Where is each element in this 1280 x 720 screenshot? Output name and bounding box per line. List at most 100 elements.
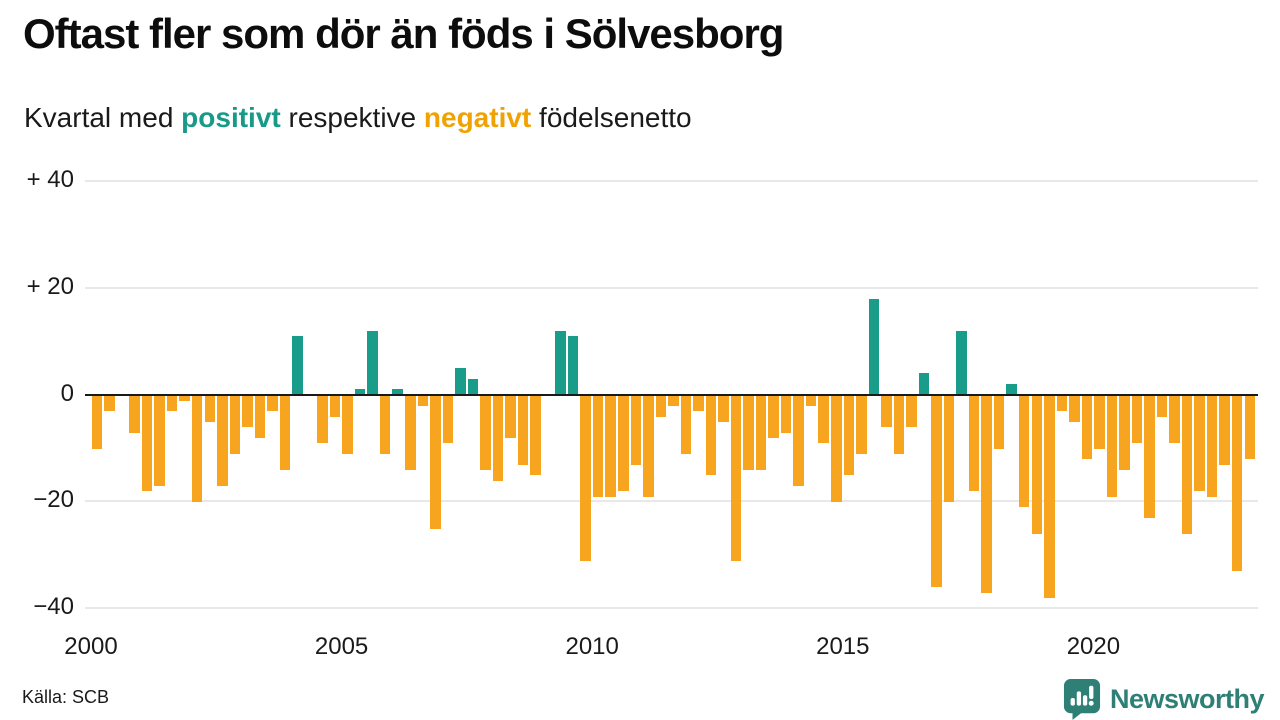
bar-2005-q3: [367, 330, 378, 395]
page-title: Oftast fler som dör än föds i Sölvesborg: [23, 10, 784, 57]
bar-2014-q1: [793, 395, 804, 487]
bar-2006-q2: [405, 395, 416, 471]
bar-2021-q1: [1144, 395, 1155, 519]
bar-2011-q1: [643, 395, 654, 497]
bar-2017-q3: [968, 395, 980, 492]
subtitle-text-3: födelsenetto: [531, 102, 692, 133]
bar-2010-q2: [605, 395, 616, 497]
bar-2015-q1: [843, 395, 855, 476]
bar-2019-q4: [1081, 395, 1093, 460]
bar-2007-q1: [442, 395, 454, 444]
bar-2002-q1: [191, 395, 203, 503]
bar-2016-q2: [906, 395, 917, 428]
gridline--40: [85, 606, 1258, 609]
bar-2006-q4: [430, 395, 441, 529]
bar-2001-q3: [166, 395, 178, 412]
bar-2007-q3: [467, 378, 479, 395]
bar-2021-q4: [1181, 395, 1193, 535]
y-axis-tick--20: −20: [33, 486, 74, 514]
zero-axis-line: [85, 393, 1258, 396]
bar-2018-q2: [1006, 383, 1017, 395]
bar-2004-q4: [329, 395, 341, 417]
bar-2022-q2: [1206, 395, 1218, 497]
bar-2000-q1: [91, 395, 103, 449]
brand-footer: Newsworthy: [1063, 678, 1265, 720]
bar-2013-q3: [768, 395, 779, 439]
bar-2005-q1: [342, 395, 353, 455]
subtitle-text-1: Kvartal med: [24, 102, 182, 133]
bar-2019-q1: [1044, 395, 1055, 599]
bar-2020-q3: [1119, 395, 1130, 471]
bar-2002-q3: [217, 395, 228, 487]
bar-2011-q2: [655, 395, 667, 417]
bar-2001-q2: [154, 395, 165, 487]
bar-2016-q4: [931, 395, 942, 588]
bar-2020-q1: [1094, 395, 1105, 449]
bar-2015-q3: [868, 298, 880, 395]
bar-2021-q3: [1169, 395, 1180, 444]
bar-2001-q4: [179, 395, 190, 401]
bar-2017-q1: [943, 395, 955, 503]
bar-2002-q4: [229, 395, 241, 455]
bar-2015-q4: [881, 395, 892, 428]
x-axis-tick-2005: 2005: [314, 633, 369, 660]
gridline--20: [85, 500, 1258, 503]
source-note: Källa: SCB: [22, 687, 110, 707]
y-axis-tick--40: −40: [33, 592, 74, 620]
bar-2004-q1: [292, 335, 303, 395]
y-axis-tick-0: 0: [60, 379, 74, 407]
bar-2008-q3: [517, 395, 529, 465]
bar-2018-q1: [993, 395, 1005, 449]
bar-2017-q2: [956, 330, 967, 395]
bar-2012-q1: [693, 395, 704, 412]
x-axis-tick-2015: 2015: [816, 633, 870, 660]
y-axis-tick-40: + 40: [26, 166, 74, 194]
bar-2007-q2: [455, 367, 466, 395]
bar-2022-q3: [1219, 395, 1230, 465]
subtitle-negative-word: negativt: [423, 102, 532, 133]
bar-2005-q2: [354, 389, 366, 395]
bar-2023-q1: [1244, 395, 1255, 460]
bar-2022-q4: [1231, 395, 1243, 572]
bar-2009-q2: [555, 330, 566, 395]
bar-2007-q4: [480, 395, 491, 471]
bar-2003-q4: [279, 395, 291, 471]
bar-2006-q3: [417, 395, 429, 407]
bar-2003-q2: [254, 395, 266, 439]
bar-2003-q3: [267, 395, 278, 412]
bar-2018-q3: [1018, 395, 1030, 508]
bar-2017-q4: [981, 395, 992, 593]
gridline-20: [85, 286, 1258, 289]
bar-2002-q2: [204, 395, 216, 423]
bar-2020-q4: [1131, 395, 1143, 444]
bar-2016-q3: [918, 373, 930, 395]
bar-2003-q1: [242, 395, 253, 428]
bar-2021-q2: [1156, 395, 1168, 417]
bar-2008-q2: [505, 395, 516, 439]
bar-2019-q3: [1069, 395, 1080, 423]
bar-2000-q4: [129, 395, 140, 433]
bar-2010-q3: [618, 395, 629, 492]
subtitle-positive-word: positivt: [181, 102, 281, 133]
bar-2019-q2: [1056, 395, 1068, 412]
bar-2012-q4: [730, 395, 742, 561]
bar-2005-q4: [379, 395, 391, 455]
bar-2010-q1: [592, 395, 604, 497]
bar-2009-q3: [567, 335, 579, 395]
bar-2013-q4: [780, 395, 792, 433]
bar-2006-q1: [392, 389, 403, 395]
newsworthy-logo-icon: [1063, 678, 1101, 720]
subtitle-text-2: respektive: [280, 102, 424, 133]
bar-2008-q4: [530, 395, 541, 476]
bar-2018-q4: [1031, 395, 1042, 535]
bar-2015-q2: [856, 395, 867, 455]
x-axis-tick-2000: 2000: [64, 633, 118, 660]
bar-2013-q1: [743, 395, 754, 471]
bar-2014-q2: [805, 395, 817, 407]
bar-2016-q1: [893, 395, 905, 455]
bar-2013-q2: [755, 395, 767, 471]
bar-2012-q2: [705, 395, 717, 476]
bar-2011-q4: [680, 395, 692, 455]
bar-2014-q4: [831, 395, 842, 503]
